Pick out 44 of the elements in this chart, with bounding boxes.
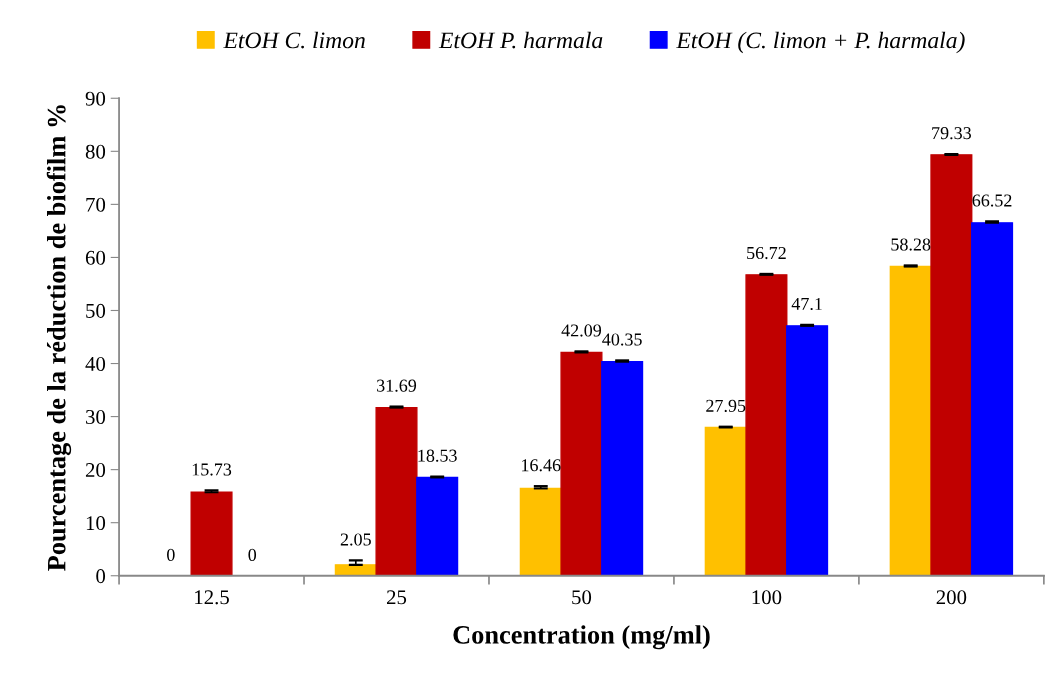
bar bbox=[519, 487, 562, 576]
x-axis-title: Concentration (mg/ml) bbox=[453, 625, 710, 650]
y-tick-label: 30 bbox=[86, 409, 106, 425]
x-tick-label: 12.5 bbox=[195, 590, 229, 605]
legend-label: EtOH P. harmala bbox=[438, 31, 603, 49]
y-tick-label: 50 bbox=[86, 303, 106, 318]
data-label: 56.72 bbox=[747, 246, 786, 260]
bar bbox=[971, 222, 1014, 576]
data-label: 0 bbox=[167, 548, 175, 561]
x-tick-label: 25 bbox=[387, 590, 407, 605]
data-label: 42.09 bbox=[561, 324, 602, 337]
data-label: 31.69 bbox=[377, 379, 417, 392]
y-axis-title: Pourcentage de la réduction de biofilm % bbox=[46, 105, 72, 571]
data-label: 66.52 bbox=[972, 194, 1012, 207]
x-tick-label: 100 bbox=[752, 590, 782, 605]
bar bbox=[375, 406, 418, 576]
data-label: 79.33 bbox=[932, 127, 971, 140]
bar bbox=[930, 154, 973, 576]
data-label: 18.53 bbox=[418, 449, 457, 462]
y-tick-label: 80 bbox=[85, 144, 106, 159]
y-tick-label: 70 bbox=[86, 197, 106, 212]
bar bbox=[601, 360, 644, 576]
y-tick-label: 10 bbox=[86, 516, 106, 531]
data-label: 47.1 bbox=[791, 297, 822, 311]
data-label: 40.35 bbox=[602, 333, 642, 346]
legend-label: EtOH C. limon bbox=[223, 31, 365, 49]
bar bbox=[190, 491, 233, 576]
bar bbox=[704, 426, 747, 576]
y-tick-label: 90 bbox=[85, 91, 106, 106]
y-tick-label: 0 bbox=[96, 569, 106, 584]
bar bbox=[889, 265, 932, 576]
data-label: 2.05 bbox=[340, 533, 371, 546]
bar bbox=[786, 325, 829, 576]
bar bbox=[560, 351, 603, 576]
data-label: 15.73 bbox=[192, 463, 232, 476]
legend-label: EtOH (C. limon + P. harmala) bbox=[676, 31, 965, 54]
x-tick-label: 200 bbox=[936, 590, 967, 605]
y-tick-label: 60 bbox=[85, 250, 106, 265]
y-tick-label: 20 bbox=[85, 463, 106, 478]
data-label: 0 bbox=[248, 548, 257, 561]
bar bbox=[416, 476, 459, 576]
x-tick-label: 50 bbox=[572, 590, 592, 605]
y-tick-label: 40 bbox=[85, 356, 106, 371]
bar bbox=[745, 274, 788, 576]
